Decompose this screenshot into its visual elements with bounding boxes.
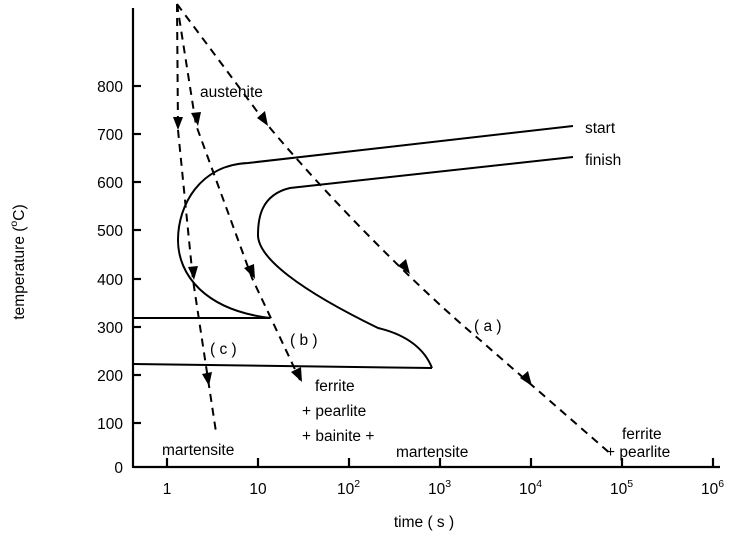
label-path-a: ( a ) bbox=[474, 318, 502, 335]
x-tick-10-5: 105 bbox=[610, 478, 633, 498]
y-tick-600: 600 bbox=[97, 175, 123, 192]
label-end-b-3: + bainite + bbox=[302, 428, 374, 445]
finish-curve bbox=[256, 156, 574, 369]
y-tick-100: 100 bbox=[97, 416, 123, 433]
x-tick-10-2: 102 bbox=[337, 478, 360, 498]
arrow-a-2 bbox=[398, 259, 410, 274]
label-end-a-1: ferrite bbox=[622, 426, 662, 443]
arrow-a-3 bbox=[520, 371, 532, 386]
y-tick-800: 800 bbox=[97, 79, 123, 96]
label-end-b-2: + pearlite bbox=[302, 403, 366, 420]
lower-horizontal-line bbox=[132, 363, 433, 369]
cooling-path-a bbox=[176, 3, 613, 456]
x-tick-10: 10 bbox=[249, 481, 267, 498]
label-path-c: ( c ) bbox=[210, 341, 237, 358]
y-tick-0: 0 bbox=[114, 460, 123, 477]
x-ticks bbox=[165, 458, 715, 467]
y-ticks bbox=[133, 84, 141, 425]
label-start: start bbox=[585, 120, 616, 137]
y-tick-300: 300 bbox=[97, 320, 123, 337]
label-finish: finish bbox=[585, 152, 621, 169]
y-tick-700: 700 bbox=[97, 127, 123, 144]
label-end-a-2: + pearlite bbox=[606, 444, 670, 461]
label-end-b-4: martensite bbox=[396, 444, 468, 461]
arrow-c-2 bbox=[188, 266, 198, 280]
arrow-b-3 bbox=[291, 367, 302, 382]
y-tick-400: 400 bbox=[97, 272, 123, 289]
label-end-b-1: ferrite bbox=[315, 378, 355, 395]
y-tick-500: 500 bbox=[97, 223, 123, 240]
cooling-path-b bbox=[176, 3, 301, 381]
label-path-b: ( b ) bbox=[290, 332, 318, 349]
x-tick-1: 1 bbox=[163, 481, 172, 498]
start-curve bbox=[176, 125, 574, 319]
x-tick-labels: 1 10 102 103 104 105 106 bbox=[163, 478, 725, 498]
x-tick-10-6: 106 bbox=[701, 478, 724, 498]
label-end-c: martensite bbox=[162, 442, 234, 459]
y-axis-title: temperature (oC) bbox=[8, 204, 28, 319]
x-tick-10-3: 103 bbox=[428, 478, 451, 498]
cooling-path-c bbox=[176, 3, 217, 433]
arrow-b-1 bbox=[191, 112, 201, 126]
y-tick-200: 200 bbox=[97, 368, 123, 385]
arrow-b-2 bbox=[244, 264, 255, 279]
x-axis-title: time ( s ) bbox=[394, 514, 454, 531]
arrow-c-3 bbox=[202, 372, 212, 386]
y-tick-labels: 0 100 200 300 400 500 600 700 800 bbox=[97, 79, 123, 477]
arrow-c-1 bbox=[173, 117, 183, 130]
arrow-a-1 bbox=[257, 111, 268, 126]
x-tick-10-4: 104 bbox=[519, 478, 542, 498]
label-austenite: austenite bbox=[200, 84, 263, 101]
